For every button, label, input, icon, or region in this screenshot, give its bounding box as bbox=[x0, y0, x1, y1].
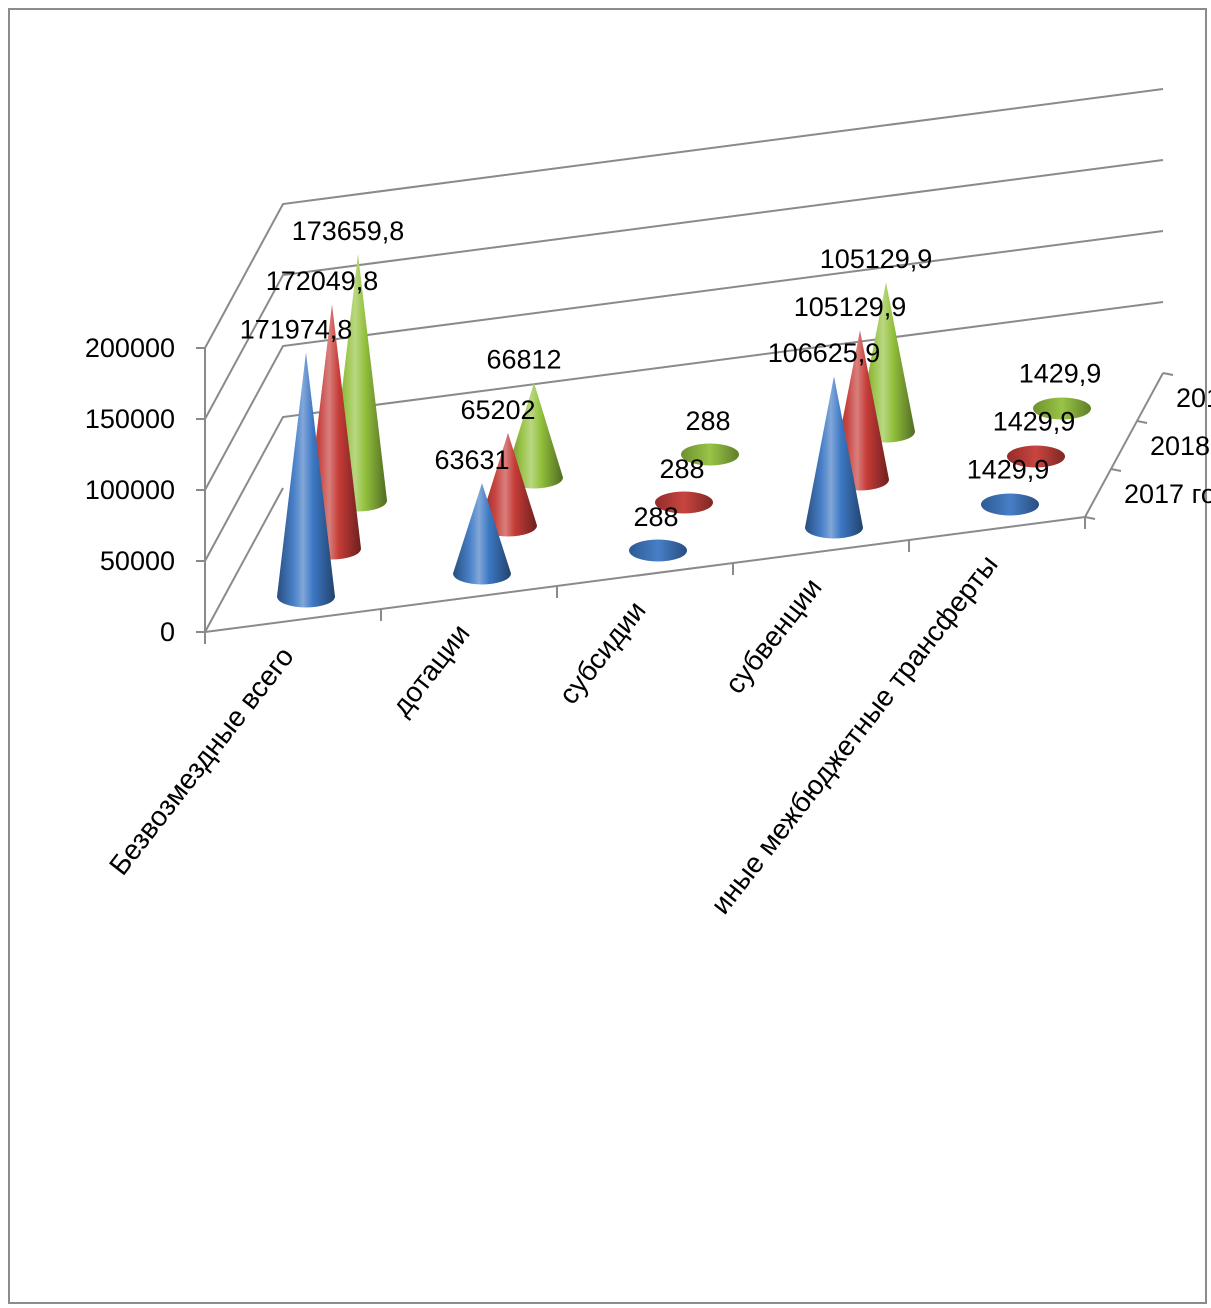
series-label: 2019 год bbox=[1176, 383, 1211, 413]
series-labels: 2017 год 2018 год 2019 год bbox=[1124, 383, 1211, 509]
category-label: Безвозмездные всего bbox=[103, 641, 300, 881]
category-label: субвенции bbox=[719, 572, 828, 699]
category-label: дотации bbox=[386, 618, 476, 721]
data-label: 1429,9 bbox=[993, 406, 1076, 436]
cone-2019-год-2 bbox=[681, 443, 739, 466]
left-floor-edge bbox=[204, 487, 284, 633]
gridline bbox=[204, 230, 1164, 491]
y-axis-ticks: 0 50000 100000 150000 200000 bbox=[85, 333, 205, 647]
cone-2017-год-1 bbox=[453, 483, 511, 585]
series-label: 2017 год bbox=[1124, 479, 1211, 509]
gridline bbox=[204, 88, 1164, 349]
data-label: 172049,8 bbox=[266, 266, 379, 296]
gridline bbox=[204, 301, 1164, 562]
category-label: иные межбюджетные трансферты bbox=[705, 549, 1004, 920]
data-label: 66812 bbox=[486, 345, 561, 375]
data-labels: 171974,8 63631 288 106625,9 1429,9 172049,8 65… bbox=[240, 216, 1102, 532]
data-label: 288 bbox=[633, 502, 678, 532]
series-label: 2018 год bbox=[1150, 431, 1211, 461]
chart-frame bbox=[8, 8, 1207, 1304]
cone-2017-год-0 bbox=[277, 352, 335, 608]
x-axis-line bbox=[204, 516, 1086, 633]
data-label: 1429,9 bbox=[967, 454, 1050, 484]
data-label: 288 bbox=[659, 454, 704, 484]
cones bbox=[277, 253, 1091, 608]
y-tick-label: 100000 bbox=[85, 475, 175, 505]
cone-2017-год-4 bbox=[981, 493, 1039, 516]
cone-2019-год-4 bbox=[1033, 397, 1091, 420]
cone-2017-год-3 bbox=[805, 376, 863, 539]
cone-2018-год-2 bbox=[655, 491, 713, 514]
depth-tick-mark bbox=[1110, 468, 1122, 472]
category-label: субсидии bbox=[553, 595, 652, 710]
depth-tick-mark bbox=[1162, 372, 1174, 376]
data-label: 288 bbox=[685, 406, 730, 436]
data-label: 105129,9 bbox=[794, 292, 907, 322]
data-label: 1429,9 bbox=[1019, 358, 1102, 388]
cone-2019-год-1 bbox=[505, 382, 563, 489]
data-label: 63631 bbox=[434, 445, 509, 475]
data-label: 65202 bbox=[460, 395, 535, 425]
cone-2018-год-4 bbox=[1007, 445, 1065, 468]
gridlines bbox=[204, 88, 1164, 562]
y-tick-label: 0 bbox=[160, 617, 175, 647]
data-label: 171974,8 bbox=[240, 314, 353, 344]
depth-tick-mark bbox=[1136, 420, 1148, 424]
depth-tick-mark bbox=[1084, 516, 1096, 520]
cone-2017-год-2 bbox=[629, 539, 687, 562]
y-tick-label: 200000 bbox=[85, 333, 175, 363]
data-label: 173659,8 bbox=[292, 216, 405, 246]
data-label: 105129,9 bbox=[820, 244, 933, 274]
gridline bbox=[204, 159, 1164, 420]
cone-2018-год-1 bbox=[479, 432, 537, 537]
y-tick-label: 150000 bbox=[85, 404, 175, 434]
y-tick-label: 50000 bbox=[100, 546, 175, 576]
depth-axis-line bbox=[1084, 372, 1164, 518]
data-label: 106625,9 bbox=[768, 338, 881, 368]
